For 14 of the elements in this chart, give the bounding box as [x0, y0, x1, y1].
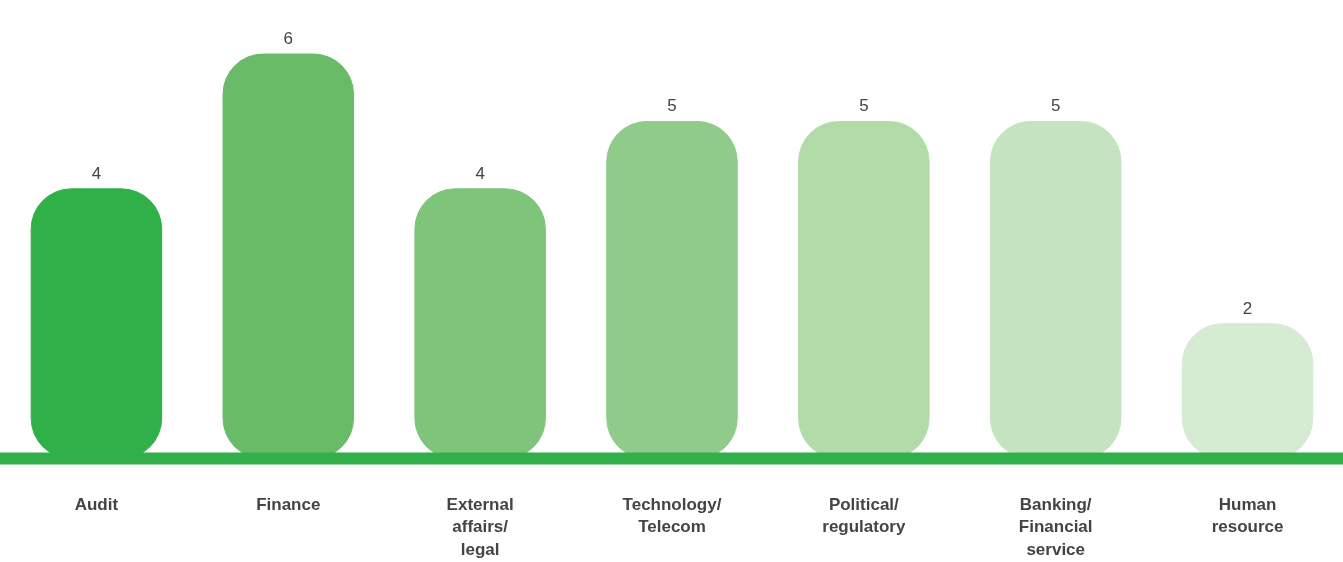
x-tick-label: Finance [256, 494, 321, 514]
data-label: 4 [91, 163, 102, 183]
data-label: 4 [475, 163, 485, 183]
data-label: 5 [859, 96, 869, 116]
x-tick-label: Technology/ Telecom [622, 494, 722, 537]
x-tick-label: Audit [74, 494, 119, 514]
x-tick-label: External affairs/ legal [446, 494, 514, 560]
x-tick-label: Human resource [1211, 494, 1284, 537]
data-label: 5 [1050, 96, 1061, 116]
x-tick-label: Political/ regulatory [822, 494, 906, 537]
data-label: 5 [667, 96, 677, 116]
data-label: 6 [283, 29, 294, 49]
x-tick-label: Banking/ Financial service [1018, 494, 1093, 560]
data-label: 2 [1242, 298, 1253, 318]
